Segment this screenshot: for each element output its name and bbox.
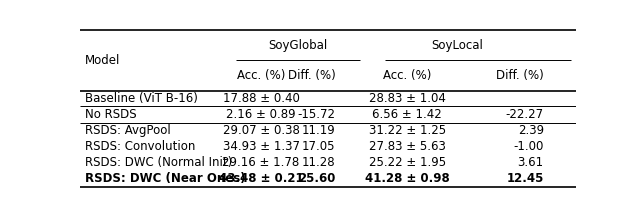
Text: Model: Model	[85, 54, 120, 67]
Text: 17.88 ± 0.40: 17.88 ± 0.40	[223, 92, 300, 105]
Text: 25.60: 25.60	[298, 173, 335, 186]
Text: RSDS: DWC (Near Ones): RSDS: DWC (Near Ones)	[85, 173, 246, 186]
Text: Acc. (%): Acc. (%)	[237, 69, 285, 82]
Text: Acc. (%): Acc. (%)	[383, 69, 431, 82]
Text: 43.48 ± 0.21: 43.48 ± 0.21	[219, 173, 303, 186]
Text: 34.93 ± 1.37: 34.93 ± 1.37	[223, 140, 300, 153]
Text: 2.39: 2.39	[518, 124, 544, 137]
Text: RSDS: AvgPool: RSDS: AvgPool	[85, 124, 171, 137]
Text: -15.72: -15.72	[298, 108, 335, 121]
Text: 2.16 ± 0.89: 2.16 ± 0.89	[226, 108, 296, 121]
Text: -22.27: -22.27	[506, 108, 544, 121]
Text: 3.61: 3.61	[518, 156, 544, 169]
Text: 11.28: 11.28	[302, 156, 335, 169]
Text: SoyLocal: SoyLocal	[431, 39, 483, 52]
Text: No RSDS: No RSDS	[85, 108, 136, 121]
Text: 11.19: 11.19	[301, 124, 335, 137]
Text: 6.56 ± 1.42: 6.56 ± 1.42	[372, 108, 442, 121]
Text: RSDS: DWC (Normal Init): RSDS: DWC (Normal Init)	[85, 156, 232, 169]
Text: 29.07 ± 0.38: 29.07 ± 0.38	[223, 124, 300, 137]
Text: 41.28 ± 0.98: 41.28 ± 0.98	[365, 173, 450, 186]
Text: RSDS: Convolution: RSDS: Convolution	[85, 140, 195, 153]
Text: 17.05: 17.05	[302, 140, 335, 153]
Text: 31.22 ± 1.25: 31.22 ± 1.25	[369, 124, 446, 137]
Text: SoyGlobal: SoyGlobal	[269, 39, 328, 52]
Text: Diff. (%): Diff. (%)	[496, 69, 544, 82]
Text: -1.00: -1.00	[513, 140, 544, 153]
Text: 27.83 ± 5.63: 27.83 ± 5.63	[369, 140, 446, 153]
Text: 12.45: 12.45	[506, 173, 544, 186]
Text: 29.16 ± 1.78: 29.16 ± 1.78	[223, 156, 300, 169]
Text: Baseline (ViT B-16): Baseline (ViT B-16)	[85, 92, 198, 105]
Text: 28.83 ± 1.04: 28.83 ± 1.04	[369, 92, 446, 105]
Text: Diff. (%): Diff. (%)	[288, 69, 335, 82]
Text: 25.22 ± 1.95: 25.22 ± 1.95	[369, 156, 446, 169]
